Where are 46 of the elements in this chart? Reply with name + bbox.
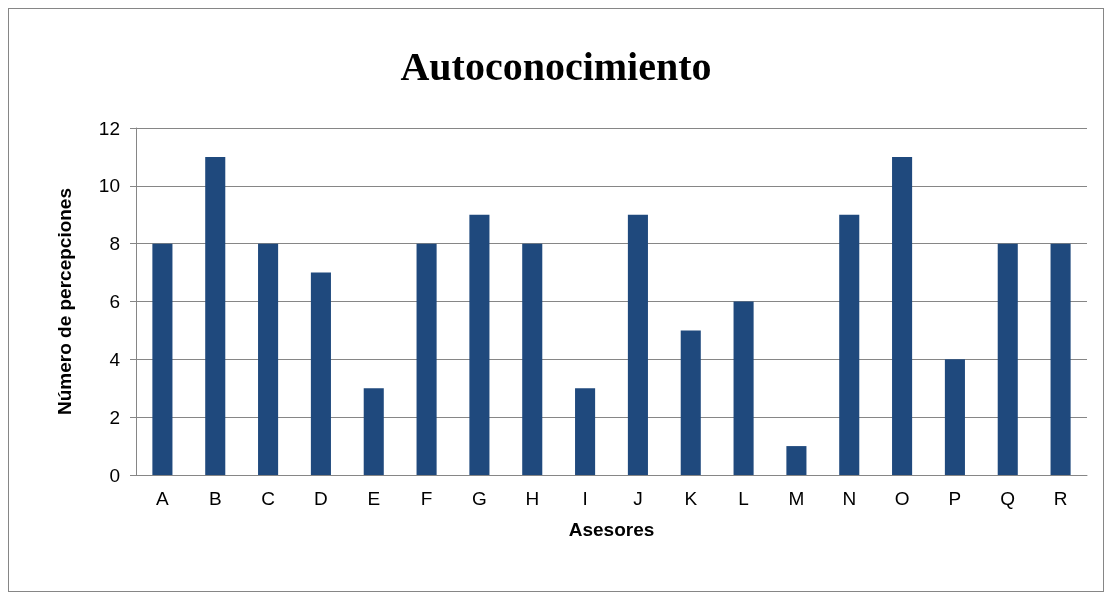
x-tick-label: H [525,488,540,509]
x-tick-label: K [684,488,698,509]
bar [627,214,648,475]
chart-title: Autoconocimiento [400,43,712,89]
bar [575,388,596,475]
y-tick-label: 6 [109,291,120,312]
bar [892,156,913,475]
x-tick-label: O [894,488,910,509]
bar [258,243,279,475]
x-tick-label: E [367,488,381,509]
x-tick-label: C [261,488,275,509]
x-tick-label: B [208,488,222,509]
bar [469,214,490,475]
y-tick-label: 2 [109,406,120,428]
x-axis-title: Asesores [568,519,655,540]
x-tick-label: L [738,488,749,509]
bar [152,243,173,475]
bar [997,243,1018,475]
bar [522,243,543,475]
x-tick-label: I [582,488,588,509]
bar [680,330,701,475]
bar [839,214,860,475]
bar [944,359,965,475]
bar [416,243,437,475]
x-tick-label: P [948,488,962,509]
bar [733,301,754,475]
y-axis-title: Número de percepciones [54,187,75,416]
y-tick-label: 8 [109,233,120,255]
x-tick-label: N [842,488,857,509]
x-tick-label: D [314,488,328,509]
bar [310,272,331,475]
y-tick-label: 4 [109,348,121,370]
y-tick-label: 0 [109,464,120,486]
bar [1050,243,1071,475]
x-tick-label: G [472,488,487,509]
bar [786,446,807,475]
x-tick-label: F [420,488,433,509]
y-tick-label: 10 [98,175,120,197]
x-tick-label: Q [1000,488,1016,509]
x-tick-label: J [633,488,643,509]
x-tick-label: M [788,488,805,509]
bar [205,156,226,475]
x-tick-label: R [1053,488,1068,509]
bar [363,388,384,475]
y-tick-label: 12 [98,117,120,139]
x-tick-label: A [156,488,170,509]
